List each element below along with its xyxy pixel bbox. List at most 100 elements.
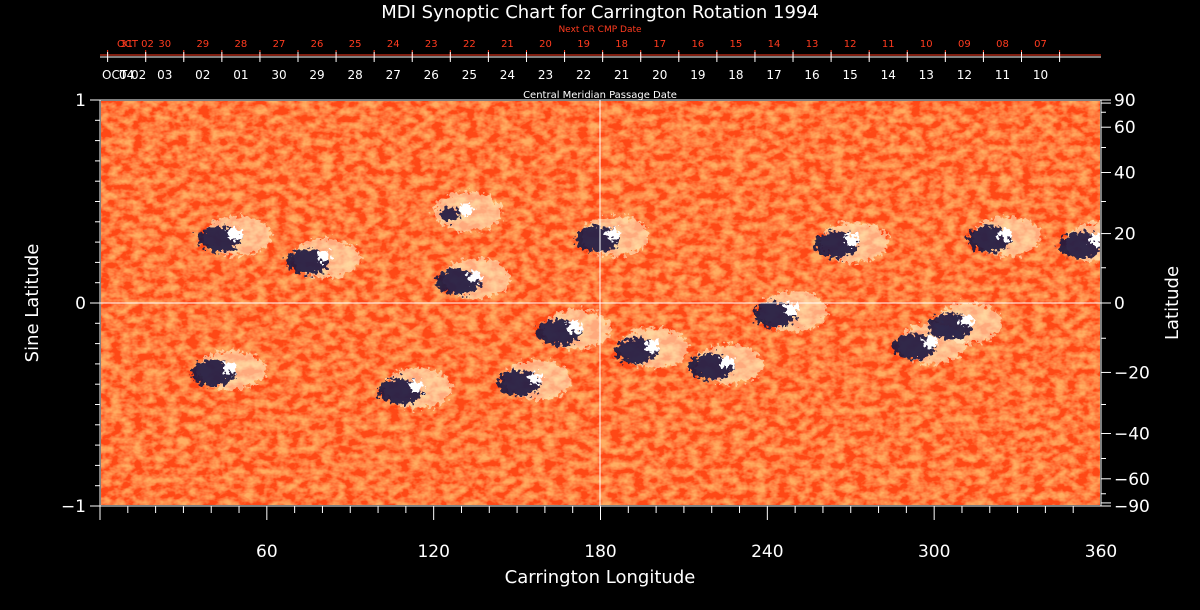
x-tick-label: 60 (256, 542, 278, 562)
date-axis-label: 10 (1033, 68, 1048, 82)
active-region-core (222, 361, 237, 374)
date-axis-label: 22 (576, 68, 591, 82)
active-region-2 (439, 207, 460, 222)
date-axis-label: 29 (196, 39, 209, 50)
x-tick-label: 120 (417, 542, 449, 562)
active-region-core (567, 321, 582, 334)
date-axis-label: 11 (882, 39, 895, 50)
x-axis-label: Carrington Longitude (505, 567, 696, 588)
date-axis-label: 15 (730, 39, 743, 50)
date-axis-label: 01 (233, 68, 248, 82)
x-tick-label: 240 (751, 542, 783, 562)
date-axis-label: 30 (271, 68, 286, 82)
date-axis-start-label: OCT 02 (117, 39, 154, 50)
active-region-core (458, 203, 473, 216)
y-right-tick-label: 20 (1114, 225, 1136, 245)
active-region-core (959, 315, 974, 328)
date-axis-label: 28 (235, 39, 248, 50)
date-axis-label: 14 (768, 39, 781, 50)
date-axis-label: 18 (615, 39, 628, 50)
date-axis-label: 17 (653, 39, 666, 50)
date-axis-label: 03 (157, 68, 172, 82)
active-region-core (228, 228, 243, 241)
date-axis-label: 09 (958, 39, 971, 50)
date-axis-label: 13 (806, 39, 819, 50)
date-axis-label: 19 (690, 68, 705, 82)
y-right-tick-label: −60 (1114, 470, 1150, 490)
date-axis-label: 31 (120, 39, 133, 50)
date-axis-label: 22 (463, 39, 476, 50)
date-axis-label: 13 (919, 68, 934, 82)
date-axis-label: 20 (652, 68, 667, 82)
date-axis-label: 10 (920, 39, 933, 50)
date-axis-label: 20 (539, 39, 552, 50)
y-left-tick-label: 1 (75, 91, 86, 111)
date-axis-label: 16 (804, 68, 819, 82)
active-region-core (923, 335, 938, 348)
date-axis-label: 14 (881, 68, 896, 82)
active-region-core (784, 303, 799, 316)
y-left-tick-label: 0 (75, 294, 86, 314)
date-axis-label: 11 (995, 68, 1010, 82)
x-tick-label: 360 (1085, 542, 1117, 562)
active-region-core (467, 270, 482, 283)
y-right-tick-label: 0 (1114, 294, 1125, 314)
active-region-core (720, 355, 735, 368)
date-axis-label: 26 (311, 39, 324, 50)
date-axis-label: 15 (843, 68, 858, 82)
active-region-core (408, 380, 423, 393)
date-axis-label: 17 (766, 68, 781, 82)
cmp-axis-label: Central Meridian Passage Date (523, 90, 677, 101)
active-region-core (606, 228, 621, 241)
date-axis-label: 19 (577, 39, 590, 50)
date-axis-label: 23 (538, 68, 553, 82)
date-axis-label: 12 (844, 39, 857, 50)
y-right-tick-label: −40 (1114, 424, 1150, 444)
y-right-tick-label: 60 (1114, 118, 1136, 138)
date-axis-label: 24 (387, 39, 400, 50)
y-axis-right-label: Latitude (1162, 266, 1183, 340)
active-region-core (845, 234, 860, 247)
date-axis-label: 24 (500, 68, 515, 82)
y-left-tick-label: −1 (61, 497, 86, 517)
active-region-core (998, 228, 1013, 241)
active-region-core (1090, 234, 1100, 247)
y-right-tick-label: −90 (1114, 497, 1150, 517)
date-axis-label: 18 (728, 68, 743, 82)
x-axis: 60 120 180 240 300 360 (99, 506, 1117, 562)
date-axis-label: 27 (273, 39, 286, 50)
date-axis-label: 26 (424, 68, 439, 82)
x-tick-label: 180 (584, 542, 616, 562)
date-axis-label: 08 (996, 39, 1009, 50)
chart-title: MDI Synoptic Chart for Carrington Rotati… (381, 2, 819, 23)
date-axis-label: 02 (195, 68, 210, 82)
date-axis-label: 12 (957, 68, 972, 82)
y-axis-right: 90 60 40 20 0 −20 −40 −60 −90 (1101, 91, 1150, 517)
date-axis-label: 25 (462, 68, 477, 82)
date-axis-label: 21 (614, 68, 629, 82)
date-axis-start-label: OCT 02 (102, 68, 146, 82)
date-axis-label: 04 (119, 68, 134, 82)
date-axis-label: 30 (158, 39, 171, 50)
y-right-tick-label: 90 (1114, 91, 1136, 111)
date-axis-label: 07 (1034, 39, 1047, 50)
date-axis-label: 25 (349, 39, 362, 50)
date-axis-label: 28 (347, 68, 362, 82)
date-axis-label: 16 (691, 39, 704, 50)
active-region-16 (1059, 232, 1100, 259)
y-right-tick-label: −20 (1114, 363, 1150, 383)
active-region-core (645, 339, 660, 352)
x-tick-label: 300 (918, 542, 950, 562)
y-axis-left: 1 0 −1 (61, 91, 100, 517)
date-axis-label: 21 (501, 39, 514, 50)
active-region-core (528, 372, 543, 385)
date-axis-label: 27 (386, 68, 401, 82)
active-regions (191, 191, 1100, 409)
y-right-tick-label: 40 (1114, 164, 1136, 184)
date-axis-label: 29 (309, 68, 324, 82)
date-axis-label: 23 (425, 39, 438, 50)
active-region-core (317, 250, 332, 263)
next-cr-axis-label: Next CR CMP Date (558, 25, 642, 35)
